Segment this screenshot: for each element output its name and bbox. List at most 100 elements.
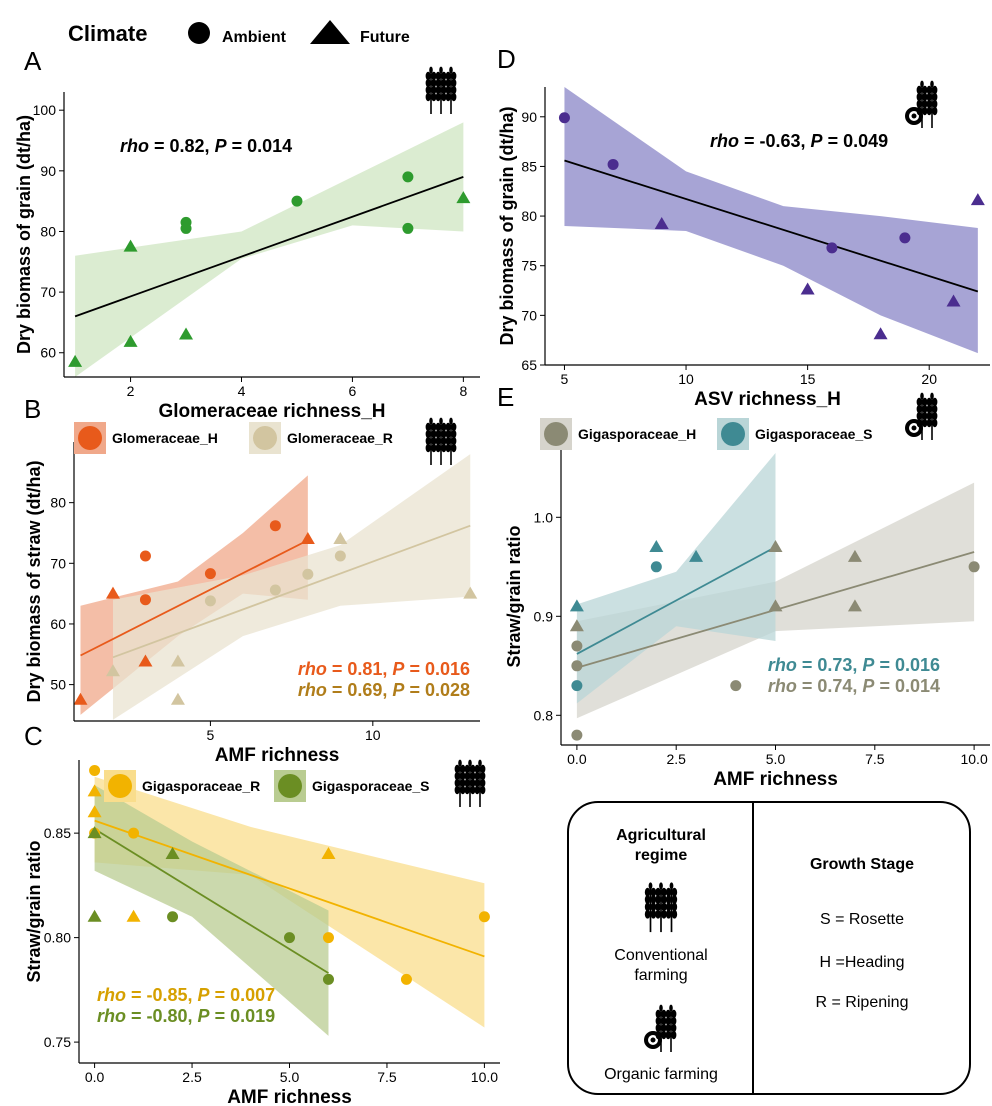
regression-line-1: [94, 828, 329, 974]
y-axis-title: Dry biomass of straw (dt/ha): [24, 460, 44, 702]
y-tick-label: 85: [521, 158, 537, 174]
x-tick-label: 5: [207, 727, 215, 743]
data-point-future: [68, 354, 83, 367]
panel-label-D: D: [497, 44, 516, 74]
x-tick-label: 7.5: [377, 1069, 397, 1085]
data-point-ambient: [269, 584, 281, 596]
confidence-band-0: [75, 122, 464, 377]
y-axis-title: Dry biomass of grain (dt/ha): [14, 115, 34, 354]
series-legend-label: Glomeraceae_H: [112, 430, 218, 446]
series-legend-label: Glomeraceae_R: [287, 430, 393, 446]
data-point-ambient: [571, 680, 583, 692]
correlation-annotation: rho = 0.82, P = 0.014: [120, 136, 292, 156]
x-tick-label: 5.0: [766, 751, 786, 767]
data-point-ambient: [334, 550, 346, 562]
data-point-future: [649, 540, 664, 552]
series-legend-marker: [278, 774, 302, 798]
correlation-annotation: rho = 0.74, P = 0.014: [768, 676, 940, 696]
conventional-farming-icon: [643, 881, 679, 933]
agricultural-regime-title: Agricultural regime: [616, 827, 706, 864]
sunflower-icon: [905, 107, 923, 125]
panel-A: A 2 4 6 8 60 70 80 90 100 Glomeraceae richness_H Dr…: [14, 46, 480, 422]
x-tick-label: 2: [127, 383, 135, 399]
data-point-future: [321, 847, 336, 860]
x-axis-title: Glomeraceae richness_H: [158, 401, 385, 422]
data-point-future: [689, 549, 704, 562]
data-point-future: [800, 282, 815, 295]
series-legend-marker: [78, 426, 102, 450]
organic-farming-icon: [905, 79, 939, 129]
y-tick-label: 80: [40, 223, 56, 239]
wheat-stalk-icon: [473, 758, 487, 808]
panel-label-C: C: [24, 721, 43, 751]
confidence-band-0: [94, 776, 485, 1028]
data-point-future: [873, 327, 888, 340]
data-point-future: [126, 909, 141, 922]
future-legend-label: Future: [360, 29, 410, 46]
data-point-future: [73, 692, 88, 705]
data-point-ambient: [139, 594, 151, 606]
x-tick-label: 10: [365, 727, 381, 743]
x-tick-label: 8: [459, 383, 467, 399]
panel-label-B: B: [24, 394, 41, 424]
x-tick-label: 10.0: [471, 1069, 498, 1085]
data-point-future: [654, 217, 669, 230]
data-point-ambient: [571, 729, 583, 741]
data-point-future: [847, 549, 862, 562]
data-point-ambient: [89, 764, 101, 776]
organic-farming-label: Organic farming: [604, 1066, 718, 1083]
panel-label-E: E: [497, 382, 514, 412]
confidence-band-1: [112, 454, 471, 720]
data-point-ambient: [167, 911, 179, 923]
key-box: Agricultural regime Conventional farming O…: [567, 801, 971, 1095]
panels: A 2 4 6 8 60 70 80 90 100 Glomeraceae richness_H Dr…: [14, 44, 990, 1106]
sunflower-center-icon: [911, 425, 917, 431]
x-axis-title: ASV richness_H: [694, 389, 841, 410]
x-tick-label: 5: [561, 371, 569, 387]
data-point-future: [170, 692, 185, 705]
wheat-stalk-icon: [925, 391, 939, 441]
growth-stage-heading: H =Heading: [820, 954, 905, 971]
data-point-future: [138, 654, 153, 667]
data-point-ambient: [571, 660, 583, 672]
data-point-ambient: [650, 561, 662, 573]
data-point-ambient: [284, 932, 295, 944]
correlation-annotation: rho = 0.81, P = 0.016: [298, 659, 470, 679]
data-point-future: [87, 784, 102, 797]
growth-stage-title: Growth Stage: [810, 856, 914, 873]
data-point-ambient: [204, 568, 216, 580]
organic-farming-icon: [644, 1003, 678, 1053]
y-tick-label: 1.0: [534, 509, 554, 525]
data-point-ambient: [128, 827, 140, 839]
conventional-farming-icon: [453, 758, 487, 808]
correlation-annotation: rho = -0.63, P = 0.049: [710, 131, 888, 151]
data-point-ambient: [400, 973, 412, 985]
data-point-future: [87, 805, 102, 818]
panel-D: D 5 10 15 20 65 70 75 80 85 90 ASV richness_H Dry bi…: [497, 44, 990, 410]
conventional-farming-icon: [643, 881, 679, 933]
y-tick-label: 100: [33, 102, 57, 118]
wheat-stalk-icon: [424, 416, 438, 466]
data-point-future: [333, 532, 348, 545]
data-point-ambient: [291, 195, 303, 207]
panel-C: C 0.0 2.5 5.0 7.5 10.0 0.75 0.80 0.85 AMF richnes…: [24, 721, 500, 1106]
regression-line-0: [80, 539, 309, 657]
conventional-farming-icon: [424, 65, 458, 115]
data-point-ambient: [607, 158, 619, 170]
x-axis-title: AMF richness: [227, 1087, 352, 1106]
data-point-ambient: [968, 561, 980, 573]
data-point-ambient: [139, 550, 151, 562]
confidence-band-1: [94, 785, 329, 1036]
data-point-future: [768, 599, 783, 612]
wheat-stalk-icon: [925, 79, 939, 129]
wheat-stalk-icon: [453, 758, 467, 808]
data-point-ambient: [322, 932, 334, 944]
data-point-ambient: [571, 640, 583, 652]
y-tick-label: 50: [50, 677, 66, 693]
data-point-future: [105, 664, 120, 677]
data-point-ambient: [302, 568, 314, 580]
x-axis-title: AMF richness: [215, 745, 340, 766]
data-point-future: [87, 909, 102, 922]
data-point-future: [105, 586, 120, 599]
wheat-stalk-icon: [434, 416, 448, 466]
